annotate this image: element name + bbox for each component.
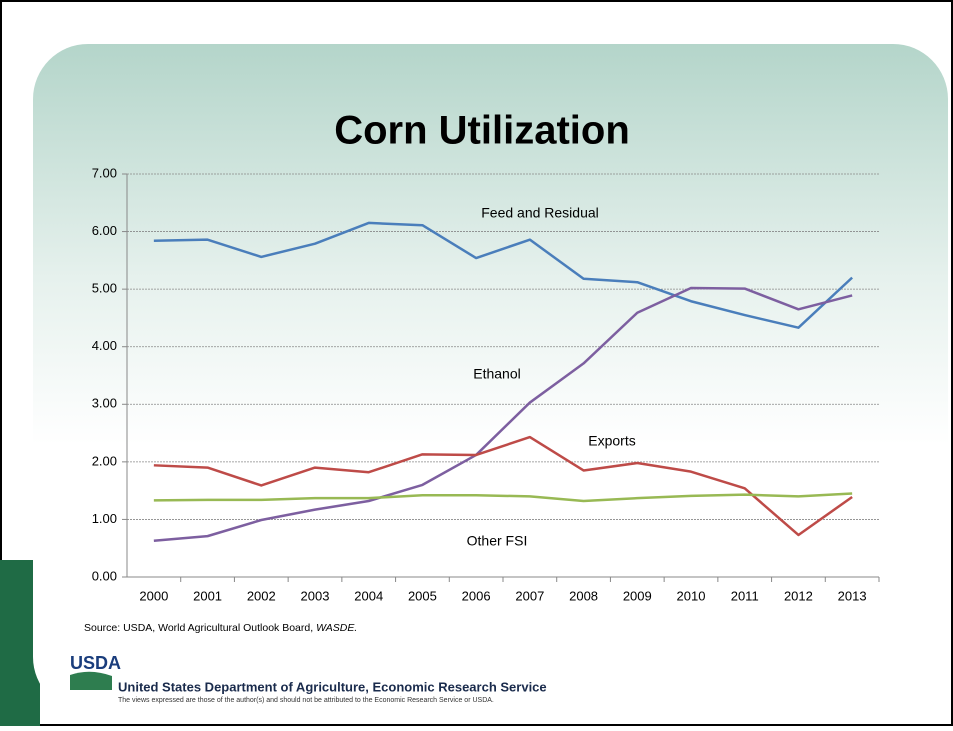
logo: USDA xyxy=(70,653,121,673)
source-text: Source: USDA, World Agricultural Outlook… xyxy=(84,622,313,634)
x-tick-label: 2011 xyxy=(731,588,759,603)
x-tick-label: 2002 xyxy=(247,588,276,603)
series-line xyxy=(153,286,853,542)
x-tick-label: 2010 xyxy=(677,588,706,603)
card xyxy=(33,44,948,712)
x-tick-label: 2005 xyxy=(408,588,437,603)
series-line xyxy=(153,435,853,537)
y-tick-label: 5.00 xyxy=(92,281,117,296)
x-tick-label: 2001 xyxy=(193,588,222,603)
footer: United States Department of Agriculture,… xyxy=(118,679,547,694)
series-label: Feed and Residual xyxy=(481,205,599,221)
x-tick-label: 2008 xyxy=(569,588,598,603)
source: Source: USDA, World Agricultural Outlook… xyxy=(84,622,357,634)
series-label: Exports xyxy=(588,433,635,449)
x-tick-label: 2004 xyxy=(354,588,383,603)
logo-mark xyxy=(70,671,112,690)
y-tick-label: 3.00 xyxy=(92,396,117,411)
x-tick-label: 2012 xyxy=(784,588,813,603)
x-tick-label: 2006 xyxy=(462,588,491,603)
x-tick-label: 2007 xyxy=(515,588,544,603)
series-label: Ethanol xyxy=(473,366,520,382)
series-line xyxy=(153,221,853,329)
y-tick-label: 7.00 xyxy=(92,165,117,180)
x-tick-label: 2003 xyxy=(301,588,330,603)
plot: 0.00 1.00 2.00 3.00 4.00 5.00 6.00 7.00 2000 2001… xyxy=(92,165,880,603)
series-label: Other FSI xyxy=(467,533,528,549)
y-tick-label: 2.00 xyxy=(92,453,117,468)
y-tick-label: 4.00 xyxy=(92,338,117,353)
x-tick-label: 2009 xyxy=(623,588,652,603)
disclaimer: The views expressed are those of the aut… xyxy=(118,697,494,704)
y-tick-label: 1.00 xyxy=(92,511,117,526)
chart-title: Corn Utilization xyxy=(334,109,630,153)
x-tick-label: 2013 xyxy=(838,588,867,603)
x-tick-label: 2000 xyxy=(139,588,168,603)
series-line xyxy=(153,492,853,503)
y-tick-label: 0.00 xyxy=(92,568,117,583)
y-tick-label: 6.00 xyxy=(92,223,117,238)
source-emphasis: WASDE. xyxy=(316,622,357,634)
